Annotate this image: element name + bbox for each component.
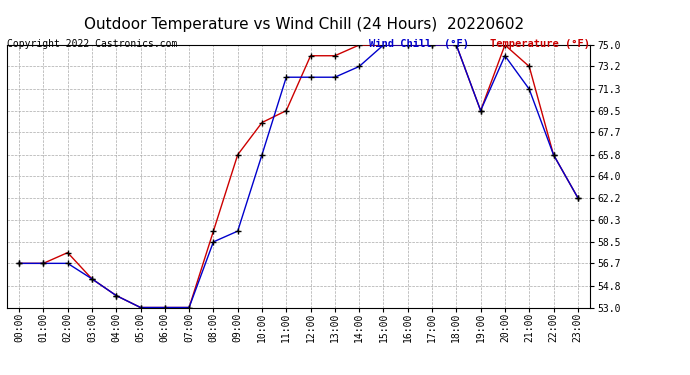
Text: Wind Chill  (°F): Wind Chill (°F) [369,39,469,50]
Text: Outdoor Temperature vs Wind Chill (24 Hours)  20220602: Outdoor Temperature vs Wind Chill (24 Ho… [83,17,524,32]
Text: Temperature (°F): Temperature (°F) [490,39,590,50]
Text: Copyright 2022 Castronics.com: Copyright 2022 Castronics.com [7,39,177,50]
